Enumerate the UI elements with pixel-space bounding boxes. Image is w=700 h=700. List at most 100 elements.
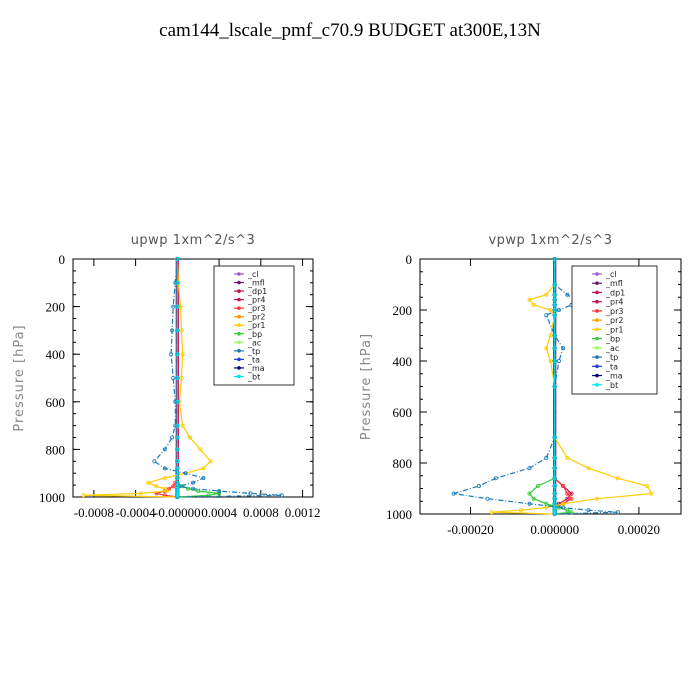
legend: _cl_mfl_dp1_pr4_pr3_pr2_pr1_bp_ac_tp_ta_…: [213, 265, 295, 386]
series-marker-tp: [190, 480, 195, 485]
x-tick-label: 0.0012: [285, 505, 321, 520]
series-marker-pr3: [171, 484, 176, 489]
series-marker-bt: [552, 476, 557, 481]
series-marker-tp: [561, 346, 566, 351]
series-marker-bt: [552, 491, 557, 496]
legend-label: _pr3: [605, 307, 623, 316]
series-marker-tp: [544, 313, 549, 318]
series-marker-bp: [535, 483, 540, 488]
series-marker-pr1: [565, 455, 570, 460]
legend-marker: [595, 336, 599, 341]
series-marker-bt: [552, 466, 557, 471]
legend-label: _mfl: [247, 279, 265, 288]
legend-marker: [237, 306, 241, 310]
y-tick-label: 600: [393, 405, 413, 420]
series-marker-bp: [531, 496, 536, 501]
legend-marker: [595, 346, 599, 350]
legend-marker: [237, 297, 241, 302]
series-marker-bt: [552, 384, 557, 389]
y-tick-label: 800: [46, 442, 66, 457]
legend-label: _pr4: [605, 298, 623, 307]
legend-marker: [237, 357, 241, 362]
legend-marker: [595, 364, 599, 369]
legend-marker: [237, 289, 241, 293]
series-marker-bt: [175, 475, 180, 480]
series-marker-pr1: [180, 423, 185, 428]
series-marker-tp: [171, 375, 176, 380]
series-marker-tp: [565, 292, 570, 297]
legend-label: _ac: [247, 338, 261, 347]
x-tick-label: 0.0008: [243, 505, 279, 520]
series-marker-bt: [552, 307, 557, 312]
series-marker-pr1: [162, 475, 167, 480]
y-tick-label: 600: [46, 395, 66, 410]
legend-label: _pr1: [605, 325, 623, 334]
series-line-pr4: [554, 259, 573, 514]
series-marker-tp: [170, 328, 175, 333]
legend-marker: [595, 355, 599, 359]
legend-label: _bt: [247, 372, 260, 381]
series-marker-pr3: [166, 486, 171, 491]
legend-label: _bt: [605, 381, 618, 390]
series-marker-pr1: [180, 352, 185, 357]
series-marker-pr1: [179, 328, 184, 333]
series-marker-bt: [175, 484, 180, 489]
series-marker-pr1: [519, 508, 524, 513]
legend-label: _pr2: [247, 313, 265, 322]
y-axis-label: Pressure [hPa]: [12, 324, 27, 431]
series-marker-tp: [170, 435, 175, 440]
series-marker-bt: [552, 297, 557, 302]
series-marker-pr3: [561, 483, 566, 488]
series-marker-bt: [175, 459, 180, 464]
legend-marker: [595, 318, 599, 322]
legend-label: _tp: [605, 353, 618, 362]
series-marker-bt: [552, 501, 557, 506]
series-line-pr3: [154, 259, 178, 498]
series-marker-bt: [552, 313, 557, 318]
series-marker-pr1: [208, 459, 213, 464]
legend-marker: [237, 340, 241, 345]
subplot-title: vpwp 1xm^2/s^3: [488, 233, 612, 248]
legend-marker: [237, 366, 241, 370]
series-marker-pr1: [544, 346, 549, 351]
series-marker-tp: [169, 352, 174, 357]
series-marker-bt: [552, 256, 557, 261]
series-marker-pr1: [138, 491, 143, 496]
series-marker-tp: [162, 447, 167, 452]
series-marker-tp: [527, 466, 532, 471]
series-marker-bt: [175, 352, 180, 357]
series-marker-pr3: [569, 496, 574, 501]
series-marker-bt: [552, 483, 557, 488]
x-tick-label: 0.000000: [530, 522, 579, 537]
series-marker-bt: [175, 471, 180, 476]
series-marker-bp: [527, 491, 532, 496]
chart-panel-1: upwp 1xm^2/s^3 Pressure [hPa] 0 200 400 600 80…: [12, 233, 320, 520]
legend-label: _ac: [605, 344, 619, 353]
legend-label: _dp1: [605, 288, 625, 297]
series-marker-pr1: [81, 493, 86, 498]
series-marker-bt: [552, 508, 557, 513]
legend-box: [571, 265, 658, 395]
series-marker-bt: [175, 447, 180, 452]
series-marker-tp: [201, 475, 206, 480]
legend-label: _ta: [247, 355, 260, 364]
series-marker-tp: [279, 493, 284, 498]
series-marker-bp: [569, 510, 574, 515]
x-tick-label: 0.00020: [618, 522, 660, 537]
series-marker-tp: [544, 455, 549, 460]
legend-label: _ma: [605, 372, 623, 381]
series-marker-bt: [552, 455, 557, 460]
series-marker-pr1: [561, 501, 566, 506]
series-marker-pr1: [198, 447, 203, 452]
series-marker-pr1: [594, 496, 599, 501]
series-marker-pr1: [164, 488, 169, 493]
series-marker-bt: [552, 333, 557, 338]
legend-label: _bp: [605, 335, 620, 344]
x-tick-label: -0.00020: [447, 522, 494, 537]
series-marker-bt: [175, 399, 180, 404]
series-marker-pr1: [615, 476, 620, 481]
legend-label: _dp1: [247, 287, 267, 296]
legend-label: _mfl: [605, 279, 623, 288]
series-marker-bt: [175, 256, 180, 261]
